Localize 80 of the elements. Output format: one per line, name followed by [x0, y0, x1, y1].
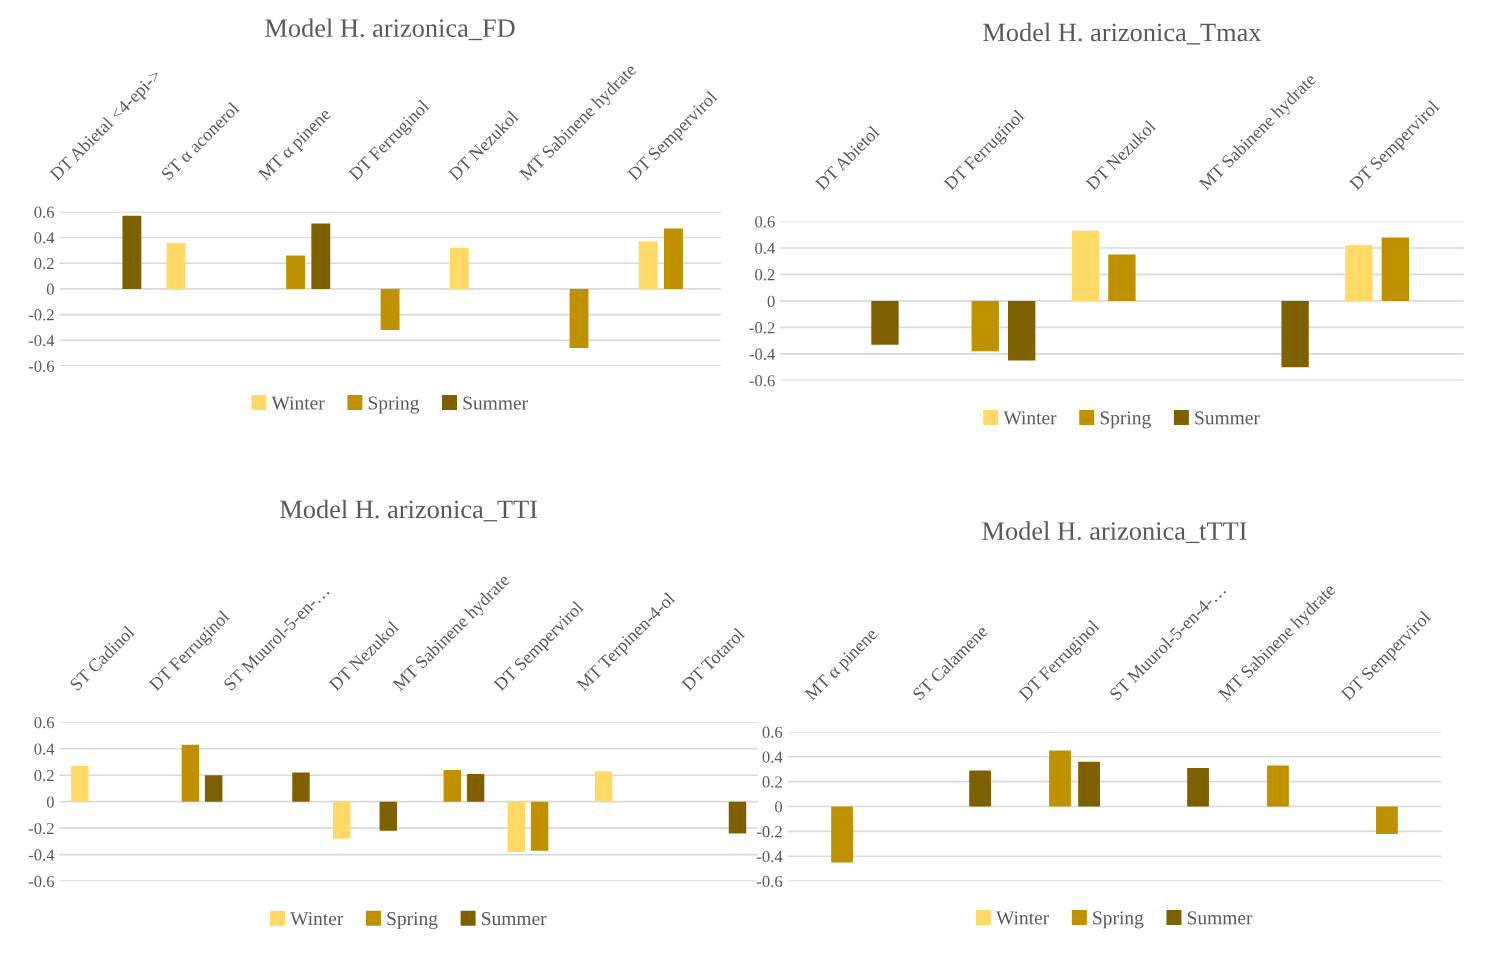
bar: [1187, 767, 1209, 807]
y-tick-label: 0.6: [34, 716, 55, 729]
y-tick-label: -0.4: [756, 850, 783, 863]
bar: [664, 228, 683, 289]
bar: [507, 801, 526, 853]
bar: [971, 300, 999, 352]
bar: [166, 242, 186, 289]
chart-title: Model H. arizonica_TTI: [280, 499, 538, 522]
y-tick-label: 0.6: [34, 206, 55, 218]
legend-label: Winter: [1003, 411, 1057, 425]
legend-label: Summer: [1187, 911, 1253, 925]
bar: [569, 288, 589, 348]
legend-label: Spring: [387, 912, 438, 930]
y-tick-label: -0.4: [28, 334, 55, 347]
bar: [466, 773, 485, 802]
bar: [871, 300, 899, 345]
bar: [1071, 230, 1100, 301]
y-tick-label: -0.4: [749, 348, 776, 360]
bar: [292, 772, 310, 802]
bar: [1267, 765, 1289, 807]
bar: [1281, 300, 1309, 368]
bar: [728, 801, 747, 834]
y-tick-label: -0.2: [749, 322, 775, 334]
y-tick-label: 0.2: [34, 257, 54, 270]
bar: [1381, 237, 1410, 301]
y-tick-label: 0: [767, 295, 775, 307]
bar: [332, 801, 351, 839]
legend-label: Spring: [1100, 411, 1151, 429]
bar: [286, 255, 306, 289]
y-tick-label: 0.2: [762, 776, 782, 788]
y-tick-label: -0.6: [749, 375, 775, 387]
chart-title: Model H. arizonica_tTTI: [982, 521, 1247, 544]
bar: [1108, 254, 1136, 301]
bar: [379, 801, 398, 831]
chart-title: Model H. arizonica_Tmax: [983, 22, 1262, 45]
y-tick-label: -0.4: [28, 849, 55, 861]
legend-label: Winter: [995, 911, 1049, 925]
y-tick-label: 0: [46, 283, 54, 295]
legend-label: Spring: [1093, 911, 1144, 929]
y-tick-label: 0.4: [34, 232, 55, 244]
bar: [204, 775, 223, 802]
bar: [1008, 300, 1036, 361]
bar: [1376, 806, 1398, 834]
y-tick-label: -0.2: [756, 826, 782, 838]
y-tick-label: 0.2: [755, 269, 775, 281]
bar: [449, 247, 469, 289]
bar: [71, 765, 89, 802]
bar: [969, 770, 991, 807]
bar: [1049, 750, 1071, 807]
y-tick-label: 0.4: [755, 242, 776, 254]
legend-label: Summer: [482, 912, 547, 926]
y-tick-label: 0: [46, 796, 54, 808]
y-tick-label: 0.2: [34, 769, 54, 782]
bar: [380, 288, 400, 330]
bar: [443, 769, 462, 802]
y-tick-label: 0.4: [34, 743, 55, 755]
bar: [1078, 761, 1100, 807]
legend-label: Winter: [271, 396, 325, 410]
y-tick-label: -0.6: [28, 875, 55, 888]
legend-label: Spring: [368, 396, 420, 414]
y-tick-label: 0.6: [755, 216, 775, 228]
bar: [530, 801, 549, 851]
y-tick-label: 0.6: [762, 726, 783, 738]
y-tick-label: 0.4: [762, 751, 783, 763]
bar: [831, 806, 853, 863]
bar: [638, 241, 658, 289]
legend-label: Winter: [290, 912, 344, 926]
bar: [1345, 245, 1373, 301]
chart-title: Model H. arizonica_FD: [265, 18, 515, 41]
bar: [311, 223, 331, 289]
y-tick-label: -0.2: [28, 309, 54, 321]
bar: [122, 215, 142, 289]
y-tick-label: -0.6: [28, 360, 55, 372]
y-tick-label: 0: [775, 801, 783, 813]
legend-label: Summer: [463, 396, 528, 410]
bar: [181, 744, 200, 802]
y-tick-label: -0.2: [28, 822, 54, 835]
y-tick-label: -0.6: [756, 875, 783, 888]
legend-label: Summer: [1195, 411, 1260, 425]
bar: [594, 771, 613, 802]
